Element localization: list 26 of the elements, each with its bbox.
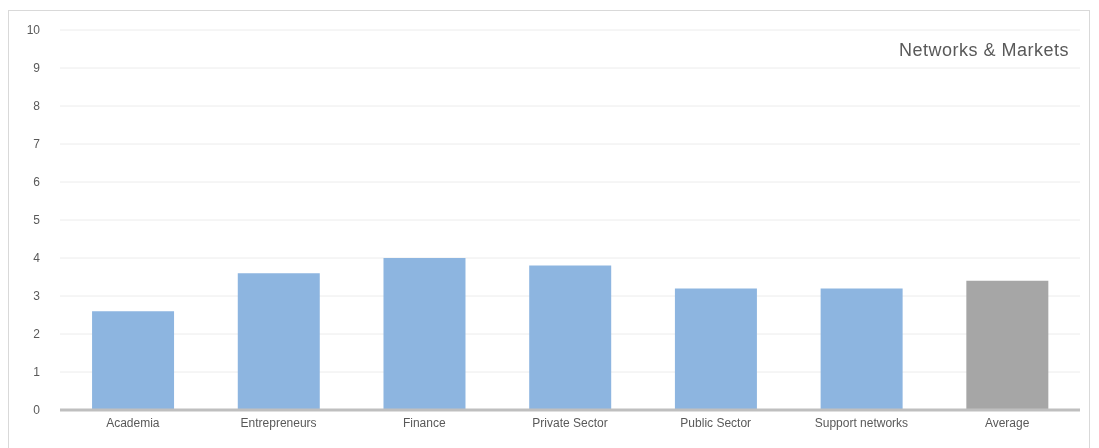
- x-tick-label: Public Sector: [680, 415, 752, 430]
- y-tick-label: 0: [33, 403, 41, 418]
- bar: [966, 280, 1049, 410]
- y-tick-label: 8: [33, 99, 41, 114]
- bar: [674, 288, 757, 410]
- x-tick-label: Support networks: [814, 415, 909, 430]
- x-tick-label: Finance: [402, 415, 446, 430]
- y-tick-label: 10: [26, 23, 41, 38]
- x-tick-label: Academia: [106, 415, 160, 430]
- x-tick-label: Private Sector: [532, 415, 608, 430]
- y-tick-label: 6: [33, 175, 41, 190]
- text: Networks & Markets: [898, 40, 1069, 61]
- y-tick-label: 5: [33, 213, 41, 228]
- y-tick-label: 4: [33, 251, 41, 266]
- bar: [383, 258, 466, 410]
- y-tick-label: 7: [33, 137, 41, 152]
- x-tick-label: Average: [984, 415, 1030, 430]
- y-tick-label: 9: [33, 61, 41, 76]
- y-tick-label: 2: [33, 327, 41, 342]
- y-tick-label: 1: [33, 365, 41, 380]
- y-tick-label: 3: [33, 289, 41, 304]
- bar: [237, 273, 320, 410]
- bar: [529, 265, 612, 410]
- bar: [820, 288, 903, 410]
- bar: [92, 311, 175, 410]
- x-tick-label: Entrepreneurs: [240, 415, 317, 430]
